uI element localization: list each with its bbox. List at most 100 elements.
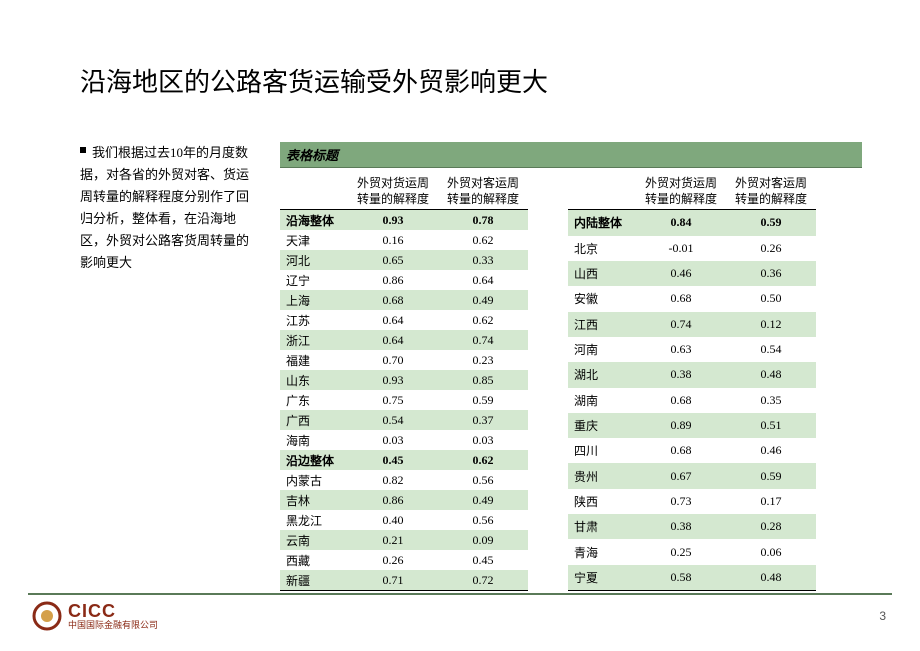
cell-region: 宁夏 — [568, 565, 636, 591]
cell-passenger: 0.26 — [726, 236, 816, 261]
table-row: 安徽0.680.50 — [568, 286, 816, 311]
cell-region: 陕西 — [568, 489, 636, 514]
footer: CICC 中国国际金融有限公司 3 — [28, 593, 892, 637]
cell-region: 甘肃 — [568, 514, 636, 539]
cell-region: 广东 — [280, 390, 348, 410]
cell-freight: 0.86 — [348, 270, 438, 290]
bullet-text: 我们根据过去10年的月度数据，对各省的外贸对客、货运周转量的解释程度分别作了回归… — [80, 145, 249, 270]
logo-text: CICC 中国国际金融有限公司 — [68, 602, 158, 630]
cell-passenger: 0.23 — [438, 350, 528, 370]
cell-freight: 0.46 — [636, 261, 726, 286]
cell-passenger: 0.49 — [438, 490, 528, 510]
cell-region: 四川 — [568, 438, 636, 463]
cell-passenger: 0.51 — [726, 413, 816, 438]
cell-freight: 0.73 — [636, 489, 726, 514]
cell-region: 江苏 — [280, 310, 348, 330]
cell-passenger: 0.17 — [726, 489, 816, 514]
cell-freight: 0.68 — [636, 388, 726, 413]
cell-freight: 0.89 — [636, 413, 726, 438]
cell-passenger: 0.09 — [438, 530, 528, 550]
cell-passenger: 0.12 — [726, 312, 816, 337]
table-row: 河南0.630.54 — [568, 337, 816, 362]
cell-passenger: 0.56 — [438, 470, 528, 490]
cell-region: 河北 — [280, 250, 348, 270]
table-row: 黑龙江0.400.56 — [280, 510, 528, 530]
cell-passenger: 0.85 — [438, 370, 528, 390]
cell-passenger: 0.35 — [726, 388, 816, 413]
cell-passenger: 0.59 — [726, 463, 816, 488]
cell-region: 广西 — [280, 410, 348, 430]
table-row: 山西0.460.36 — [568, 261, 816, 286]
table-row: 青海0.250.06 — [568, 539, 816, 564]
cell-passenger: 0.49 — [438, 290, 528, 310]
cell-freight: 0.21 — [348, 530, 438, 550]
table-row: 吉林0.860.49 — [280, 490, 528, 510]
table-row: 四川0.680.46 — [568, 438, 816, 463]
table-row: 辽宁0.860.64 — [280, 270, 528, 290]
cell-region: 北京 — [568, 236, 636, 261]
cell-freight: 0.67 — [636, 463, 726, 488]
cell-passenger: 0.78 — [438, 210, 528, 231]
cell-passenger: 0.28 — [726, 514, 816, 539]
cell-freight: 0.93 — [348, 370, 438, 390]
cell-region: 重庆 — [568, 413, 636, 438]
col-header-freight: 外贸对货运周转量的解释度 — [636, 174, 726, 210]
cell-passenger: 0.46 — [726, 438, 816, 463]
cell-passenger: 0.37 — [438, 410, 528, 430]
slide: 沿海地区的公路客货运输受外贸影响更大 我们根据过去10年的月度数据，对各省的外贸… — [0, 0, 920, 651]
cell-passenger: 0.54 — [726, 337, 816, 362]
cell-freight: 0.40 — [348, 510, 438, 530]
cell-freight: 0.26 — [348, 550, 438, 570]
left-table-body: 沿海整体0.930.78天津0.160.62河北0.650.33辽宁0.860.… — [280, 210, 528, 591]
table-row: 海南0.030.03 — [280, 430, 528, 450]
cell-region: 青海 — [568, 539, 636, 564]
cell-region: 浙江 — [280, 330, 348, 350]
table-row: 天津0.160.62 — [280, 230, 528, 250]
logo-en: CICC — [68, 602, 158, 621]
logo-zh: 中国国际金融有限公司 — [68, 621, 158, 630]
cell-freight: 0.68 — [636, 286, 726, 311]
table-row: 贵州0.670.59 — [568, 463, 816, 488]
table-row: 重庆0.890.51 — [568, 413, 816, 438]
table-row: 西藏0.260.45 — [280, 550, 528, 570]
cell-freight: 0.64 — [348, 310, 438, 330]
cell-freight: 0.38 — [636, 362, 726, 387]
cell-passenger: 0.48 — [726, 565, 816, 591]
table-row: 江苏0.640.62 — [280, 310, 528, 330]
cell-freight: 0.84 — [636, 210, 726, 236]
table-row: 湖北0.380.48 — [568, 362, 816, 387]
cell-freight: 0.93 — [348, 210, 438, 231]
cell-freight: 0.68 — [348, 290, 438, 310]
cell-freight: 0.86 — [348, 490, 438, 510]
cell-freight: 0.71 — [348, 570, 438, 591]
cell-passenger: 0.45 — [438, 550, 528, 570]
cell-region: 吉林 — [280, 490, 348, 510]
cell-freight: 0.54 — [348, 410, 438, 430]
cell-region: 河南 — [568, 337, 636, 362]
cell-freight: 0.45 — [348, 450, 438, 470]
cell-passenger: 0.62 — [438, 230, 528, 250]
cell-region: 内陆整体 — [568, 210, 636, 236]
table-row: 甘肃0.380.28 — [568, 514, 816, 539]
cell-freight: 0.16 — [348, 230, 438, 250]
col-header-passenger: 外贸对客运周转量的解释度 — [726, 174, 816, 210]
cell-passenger: 0.36 — [726, 261, 816, 286]
cell-freight: 0.03 — [348, 430, 438, 450]
cell-freight: 0.68 — [636, 438, 726, 463]
cell-passenger: 0.56 — [438, 510, 528, 530]
cell-passenger: 0.59 — [438, 390, 528, 410]
table-row: 湖南0.680.35 — [568, 388, 816, 413]
cell-region: 新疆 — [280, 570, 348, 591]
cell-region: 湖北 — [568, 362, 636, 387]
table-row: 宁夏0.580.48 — [568, 565, 816, 591]
cell-freight: -0.01 — [636, 236, 726, 261]
table-area: 表格标题 外贸对货运周转量的解释度 外贸对客运周转量的解释度 沿海整体0.930… — [280, 142, 862, 591]
cell-passenger: 0.62 — [438, 450, 528, 470]
table-row: 山东0.930.85 — [280, 370, 528, 390]
cell-freight: 0.70 — [348, 350, 438, 370]
cell-region: 海南 — [280, 430, 348, 450]
cell-freight: 0.64 — [348, 330, 438, 350]
cell-region: 辽宁 — [280, 270, 348, 290]
table-row: 沿边整体0.450.62 — [280, 450, 528, 470]
table-row: 福建0.700.23 — [280, 350, 528, 370]
